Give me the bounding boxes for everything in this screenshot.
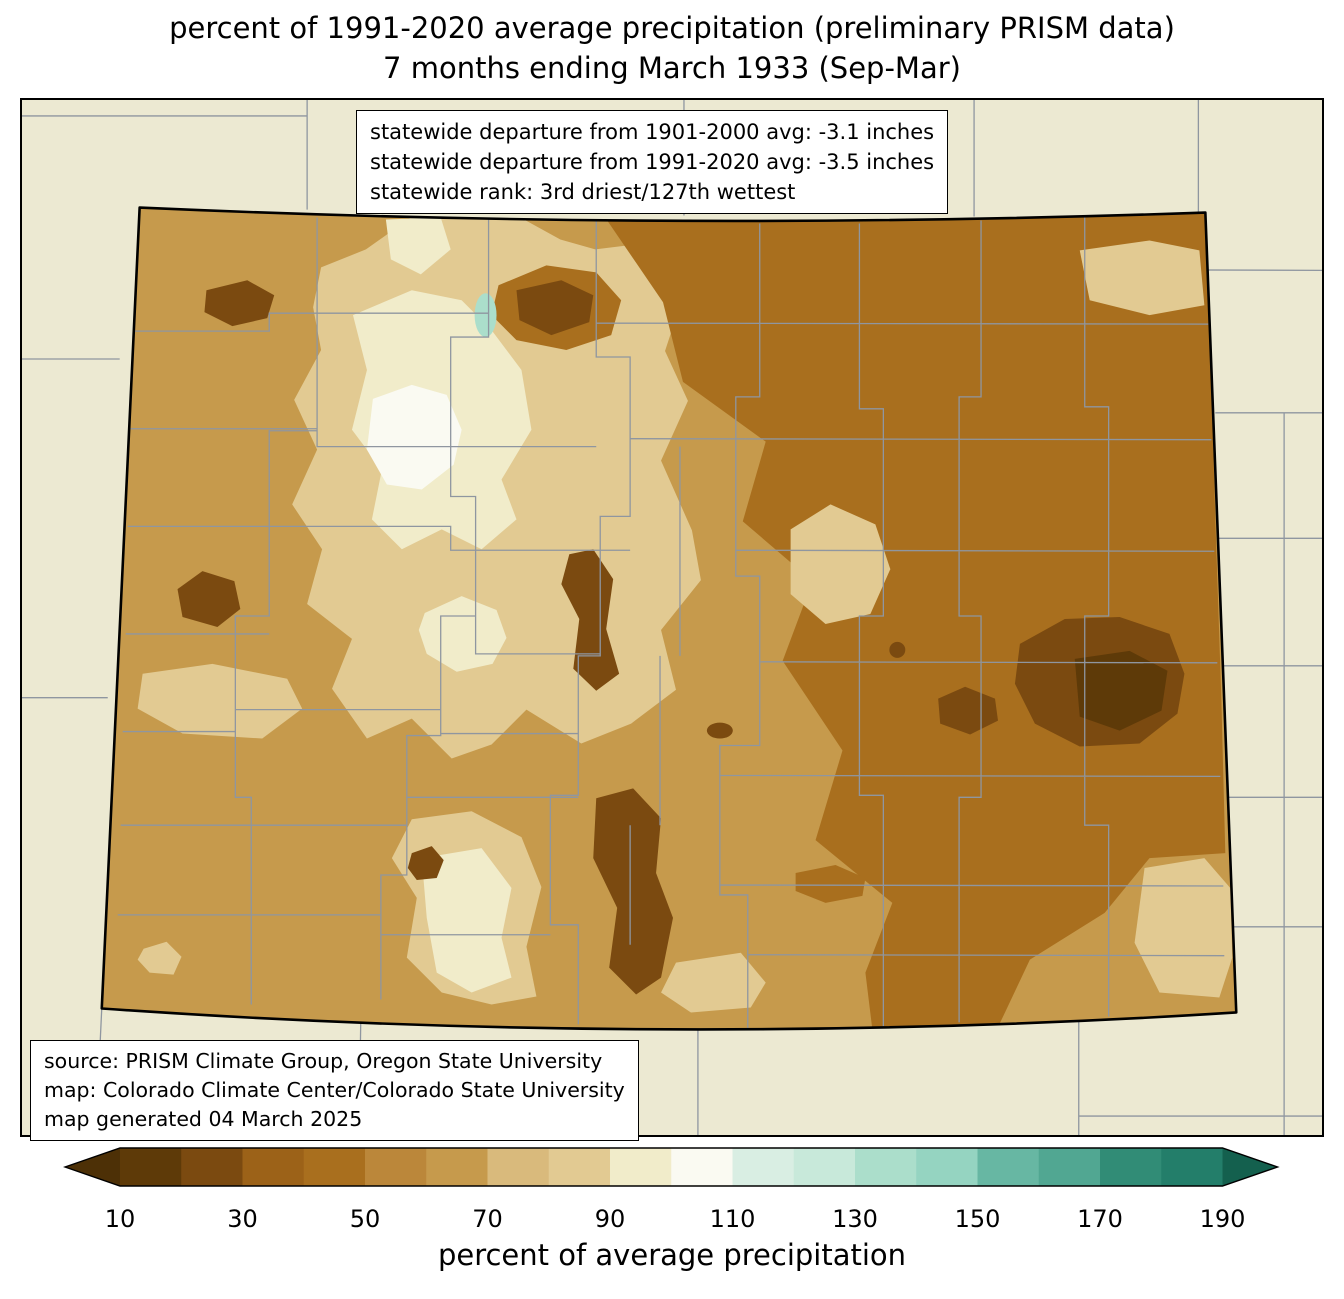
contour-brown-30-50-southeast-small xyxy=(795,865,866,903)
map-axes xyxy=(20,98,1324,1137)
statewide-stats-box: statewide departure from 1901-2000 avg: … xyxy=(356,110,949,214)
contour-dark-10-30-central xyxy=(561,549,620,691)
colorbar-segment-130-140 xyxy=(855,1148,917,1186)
colorbar-segment-80-90 xyxy=(548,1148,611,1186)
colorbar-tick-30: 30 xyxy=(227,1205,258,1233)
contour-dark-10-30-southwest-small xyxy=(407,846,444,880)
colorbar-svg: 10 30 50 70 90 110 130 150 170 190 xyxy=(63,1147,1280,1233)
contour-brown-30-50-east xyxy=(605,211,1226,1030)
contour-light-patch-in-brown xyxy=(790,504,891,624)
contour-dark-dot-east xyxy=(889,641,906,658)
precip-contour-regions xyxy=(101,207,1237,1030)
contour-light-70-90-southwest xyxy=(137,663,303,739)
colorbar-segment-50-60 xyxy=(365,1148,427,1186)
colorbar-segment-120-130 xyxy=(793,1148,856,1186)
stats-line-1: statewide departure from 1901-2000 avg: … xyxy=(370,120,935,144)
colorbar-tick-190: 190 xyxy=(1200,1205,1246,1233)
colorbar-under-arrow xyxy=(65,1148,120,1186)
colorado-precipitation-map xyxy=(22,100,1322,1135)
colorbar-segment-170-180 xyxy=(1100,1148,1162,1186)
colorbar-tick-150: 150 xyxy=(955,1205,1001,1233)
colorbar-segment-180-190 xyxy=(1161,1148,1223,1186)
colorbar-segment-90-100 xyxy=(610,1148,672,1186)
colorbar-over-arrow xyxy=(1222,1148,1278,1186)
colorbar-tick-170: 170 xyxy=(1077,1205,1123,1233)
stats-line-3: statewide rank: 3rd driest/127th wettest xyxy=(370,180,796,204)
contour-cream-90-100-top xyxy=(385,217,451,275)
county-boundaries xyxy=(117,216,1225,1030)
colorbar-segment-140-150 xyxy=(916,1148,978,1186)
colorbar-segment-100-110 xyxy=(671,1148,733,1186)
colorbar-segment-150-160 xyxy=(977,1148,1040,1186)
colorbar-segment-10-20 xyxy=(120,1148,182,1186)
contour-dark-10-30-west xyxy=(177,571,241,627)
colorbar-tick-10: 10 xyxy=(105,1205,136,1233)
contour-dark-10-30-east-round xyxy=(938,686,998,735)
colorbar-tick-90: 90 xyxy=(595,1205,626,1233)
title-line-2: 7 months ending March 1933 (Sep-Mar) xyxy=(383,51,961,85)
contour-white-100-110 xyxy=(366,384,462,490)
contour-dark-10-30-northwest xyxy=(204,280,275,327)
contour-cream-90-100-south xyxy=(421,848,512,993)
title-line-1: percent of 1991-2020 average precipitati… xyxy=(169,11,1175,45)
contour-dark-dot-central xyxy=(706,722,733,739)
colorbar-tick-70: 70 xyxy=(472,1205,503,1233)
colorbar-ticks: 10 30 50 70 90 110 130 150 170 190 xyxy=(105,1205,1246,1233)
colorbar-segments xyxy=(120,1148,1223,1186)
stats-line-2: statewide departure from 1991-2020 avg: … xyxy=(370,150,935,174)
colorbar-segment-40-50 xyxy=(303,1148,366,1186)
contour-darkest-core-east xyxy=(1074,650,1168,731)
figure-title: percent of 1991-2020 average precipitati… xyxy=(0,8,1344,88)
source-line-2: map: Colorado Climate Center/Colorado St… xyxy=(44,1078,625,1102)
contour-light-east-edge xyxy=(1134,858,1233,998)
source-line-3: map generated 04 March 2025 xyxy=(44,1107,363,1131)
colorbar-outline xyxy=(63,1147,1280,1187)
contour-dark-10-30-north-central xyxy=(516,280,594,336)
source-line-1: source: PRISM Climate Group, Oregon Stat… xyxy=(44,1049,603,1073)
colorbar-segment-160-170 xyxy=(1038,1148,1101,1186)
colorbar-tick-110: 110 xyxy=(710,1205,756,1233)
colorbar: 10 30 50 70 90 110 130 150 170 190 xyxy=(63,1145,1281,1241)
source-attribution-box: source: PRISM Climate Group, Oregon Stat… xyxy=(30,1040,639,1141)
colorbar-segment-30-40 xyxy=(242,1148,305,1186)
contour-light-northeast-corner xyxy=(1079,240,1205,316)
colorado-state-border xyxy=(100,206,1238,1031)
colorbar-axis-label: percent of average precipitation xyxy=(437,1238,907,1272)
contour-light-70-90-south-border xyxy=(661,952,766,1013)
contour-teal-above-average-spot xyxy=(474,293,497,338)
contour-light-70-90-southwest-small xyxy=(137,941,182,975)
colorbar-tick-50: 50 xyxy=(350,1205,381,1233)
colorbar-tick-130: 130 xyxy=(832,1205,878,1233)
contour-dark-10-30-south-central xyxy=(593,788,673,995)
colorbar-segment-60-70 xyxy=(426,1148,488,1186)
colorbar-segment-70-80 xyxy=(487,1148,550,1186)
colorbar-segment-20-30 xyxy=(181,1148,243,1186)
colorbar-segment-110-120 xyxy=(732,1148,795,1186)
